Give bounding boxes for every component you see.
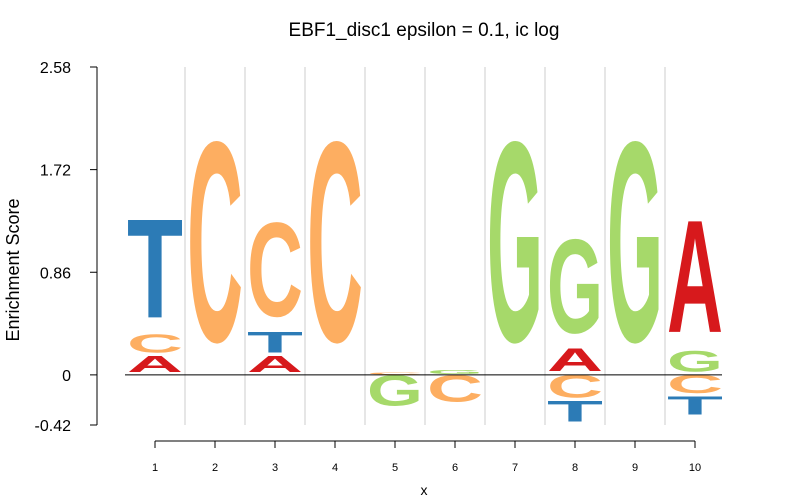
grid-layer: [184, 67, 666, 425]
logo-letter-a: A: [667, 187, 723, 367]
logo-letter-t: T: [247, 326, 303, 359]
logo-letter-c: C: [367, 372, 423, 375]
logo-letter-c: C: [547, 368, 603, 404]
y-tick-label: 0.86: [40, 265, 71, 282]
y-axis-label: Enrichment Score: [3, 198, 23, 341]
logo-letter-g: G: [427, 369, 483, 376]
x-axis-label: x: [421, 482, 428, 498]
x-tick-label: 6: [452, 462, 458, 474]
x-tick-label: 1: [152, 462, 158, 474]
logo-letter-c: C: [127, 330, 183, 359]
y-tick-label: 1.72: [40, 163, 71, 180]
axis-layer: 2.58 1.72 0.86 0 -0.42 1 2 3 4 5 6 7 8 9 10: [35, 60, 702, 474]
logo-letter-t: T: [127, 190, 183, 348]
y-tick-label: -0.42: [35, 418, 72, 435]
logo-letter-c: C: [427, 367, 483, 409]
y-tick-label: 2.58: [40, 60, 71, 77]
x-tick-label: 4: [332, 462, 338, 474]
chart-title: EBF1_disc1 epsilon = 0.1, ic log: [289, 20, 560, 41]
logo-letter-t: T: [547, 395, 603, 428]
x-tick-label: 10: [689, 462, 701, 474]
logo-letter-g: G: [367, 366, 423, 415]
logo-letter-t: T: [667, 391, 723, 420]
logo-letter-g: G: [607, 83, 663, 403]
y-tick-label: 0: [62, 368, 71, 385]
logo-letter-g: G: [487, 83, 543, 403]
x-tick-label: 7: [512, 462, 518, 474]
x-tick-label: 8: [572, 462, 578, 474]
logo-letter-a: A: [547, 342, 603, 378]
x-tick-label: 3: [272, 462, 278, 474]
x-tick-label: 9: [632, 462, 638, 474]
logo-letter-a: A: [247, 351, 303, 377]
logo-letter-c: C: [187, 83, 243, 402]
x-tick-label: 5: [392, 462, 398, 474]
logo-letter-c: C: [247, 196, 303, 345]
x-tick-label: 2: [212, 462, 218, 474]
logo-letter-g: G: [667, 345, 723, 378]
logo-letter-c: C: [307, 83, 363, 402]
logo-letter-a: A: [127, 351, 183, 377]
logo-letter-g: G: [547, 210, 603, 361]
